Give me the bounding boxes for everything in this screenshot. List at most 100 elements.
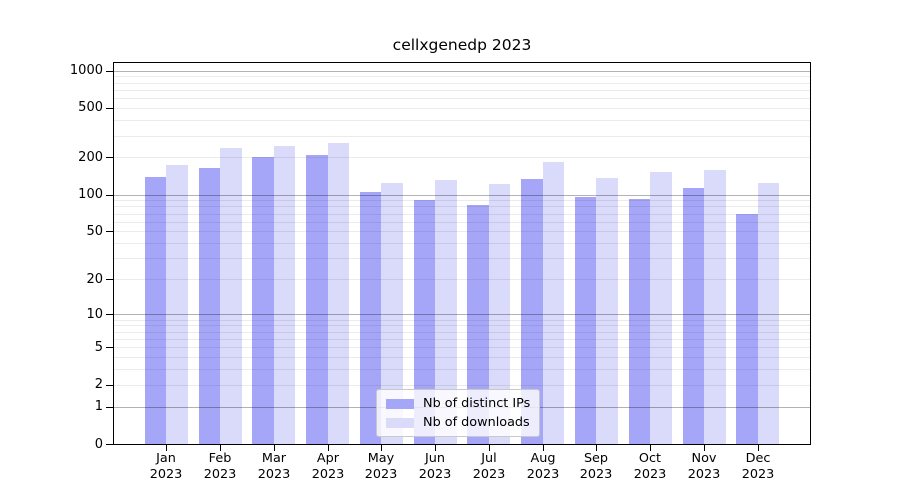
grid-layer (114, 63, 810, 444)
x-tick-label-nov: Nov 2023 (687, 451, 721, 482)
gridline-minor-300 (114, 136, 810, 137)
gridline-minor-5 (114, 347, 810, 348)
gridline-major-100 (114, 195, 810, 196)
x-tick-label-apr: Apr 2023 (311, 451, 345, 482)
x-tick-mark-dec (758, 445, 759, 451)
y-tick-mark-10 (106, 314, 113, 315)
gridline-minor-80 (114, 206, 810, 207)
bar-nb-of-downloads-oct (650, 172, 672, 444)
bar-nb-of-distinct-ips-mar (252, 156, 274, 444)
x-tick-label-mar: Mar 2023 (257, 451, 291, 482)
x-tick-label-feb: Feb 2023 (203, 451, 237, 482)
x-tick-label-oct: Oct 2023 (633, 451, 667, 482)
bar-nb-of-distinct-ips-dec (736, 214, 758, 444)
y-tick-mark-20 (106, 279, 113, 280)
bar-nb-of-downloads-nov (704, 170, 726, 444)
x-tick-mark-feb (220, 445, 221, 451)
y-tick-mark-500 (106, 108, 113, 109)
gridline-minor-600 (114, 98, 810, 99)
y-tick-label-2: 2 (94, 377, 103, 392)
x-tick-label-jun: Jun 2023 (418, 451, 452, 482)
y-tick-mark-100 (106, 195, 113, 196)
gridline-minor-400 (114, 120, 810, 121)
x-tick-mark-may (381, 445, 382, 451)
bar-nb-of-downloads-jun (435, 180, 457, 444)
gridline-minor-30 (114, 258, 810, 259)
bar-nb-of-downloads-jul (488, 183, 511, 444)
bar-nb-of-downloads-feb (220, 148, 242, 444)
gridline-minor-40 (114, 243, 810, 244)
bar-nb-of-distinct-ips-apr (306, 155, 328, 444)
gridline-minor-2 (114, 385, 810, 386)
x-tick-label-jul: Jul 2023 (472, 451, 506, 482)
gridline-minor-500 (114, 108, 810, 109)
x-tick-mark-nov (704, 445, 705, 451)
x-tick-label-aug: Aug 2023 (526, 451, 560, 482)
bar-nb-of-distinct-ips-jul (467, 205, 489, 444)
gridline-minor-70 (114, 214, 810, 215)
y-tick-mark-5 (106, 347, 113, 348)
y-tick-mark-1 (106, 407, 113, 408)
bar-nb-of-downloads-apr (327, 143, 350, 444)
x-tick-mark-apr (328, 445, 329, 451)
x-tick-label-dec: Dec 2023 (741, 451, 775, 482)
y-tick-mark-0 (106, 444, 113, 445)
gridline-minor-4 (114, 357, 810, 358)
x-tick-label-sep: Sep 2023 (579, 451, 613, 482)
legend-swatch-downloads (386, 417, 414, 428)
y-tick-label-0: 0 (94, 437, 103, 452)
x-tick-label-may: May 2023 (364, 451, 398, 482)
y-tick-mark-200 (106, 157, 113, 158)
gridline-minor-6 (114, 339, 810, 340)
x-tick-mark-sep (596, 445, 597, 451)
bar-nb-of-downloads-jan (166, 165, 188, 444)
y-tick-label-1000: 1000 (69, 63, 103, 78)
gridline-major-10 (114, 314, 810, 315)
x-tick-mark-mar (274, 445, 275, 451)
x-tick-label-jan: Jan 2023 (149, 451, 183, 482)
y-tick-mark-1000 (106, 71, 113, 72)
gridline-minor-90 (114, 200, 810, 201)
bar-nb-of-distinct-ips-jun (413, 199, 436, 444)
gridline-minor-20 (114, 279, 810, 280)
gridline-minor-9 (114, 320, 810, 321)
bar-nb-of-distinct-ips-jan (144, 176, 167, 444)
x-tick-mark-jun (435, 445, 436, 451)
bar-nb-of-downloads-mar (273, 146, 296, 444)
y-tick-mark-50 (106, 231, 113, 232)
bar-nb-of-distinct-ips-aug (521, 179, 543, 444)
y-tick-label-500: 500 (78, 100, 103, 115)
x-tick-mark-jul (489, 445, 490, 451)
x-tick-mark-aug (543, 445, 544, 451)
plot-area: Nb of distinct IPs Nb of downloads (113, 62, 811, 445)
legend-item-downloads: Nb of downloads (386, 413, 530, 432)
bar-nb-of-distinct-ips-feb (198, 168, 220, 444)
gridline-minor-50 (114, 231, 810, 232)
bar-nb-of-downloads-sep (596, 178, 618, 444)
bar-nb-of-distinct-ips-sep (574, 196, 597, 444)
legend-swatch-distinct-ips (386, 398, 414, 409)
gridline-minor-800 (114, 83, 810, 84)
y-tick-label-50: 50 (86, 224, 103, 239)
x-tick-mark-jan (166, 445, 167, 451)
y-tick-label-100: 100 (78, 187, 103, 202)
gridline-minor-60 (114, 222, 810, 223)
bar-nb-of-distinct-ips-oct (628, 199, 651, 444)
legend-label-distinct-ips: Nb of distinct IPs (423, 396, 531, 411)
legend-item-distinct-ips: Nb of distinct IPs (386, 394, 530, 413)
gridline-major-1000 (114, 71, 810, 72)
y-tick-label-20: 20 (86, 272, 103, 287)
bar-nb-of-downloads-dec (757, 183, 780, 444)
x-tick-mark-oct (650, 445, 651, 451)
legend-label-downloads: Nb of downloads (423, 415, 530, 430)
bar-nb-of-downloads-may (381, 183, 403, 444)
chart-title: cellxgenedp 2023 (392, 36, 532, 54)
gridline-minor-7 (114, 332, 810, 333)
y-tick-mark-2 (106, 385, 113, 386)
y-tick-label-5: 5 (94, 340, 103, 355)
y-tick-label-10: 10 (86, 307, 103, 322)
y-tick-label-1: 1 (94, 399, 103, 414)
bar-nb-of-distinct-ips-may (359, 192, 382, 444)
bar-nb-of-downloads-aug (542, 162, 565, 444)
